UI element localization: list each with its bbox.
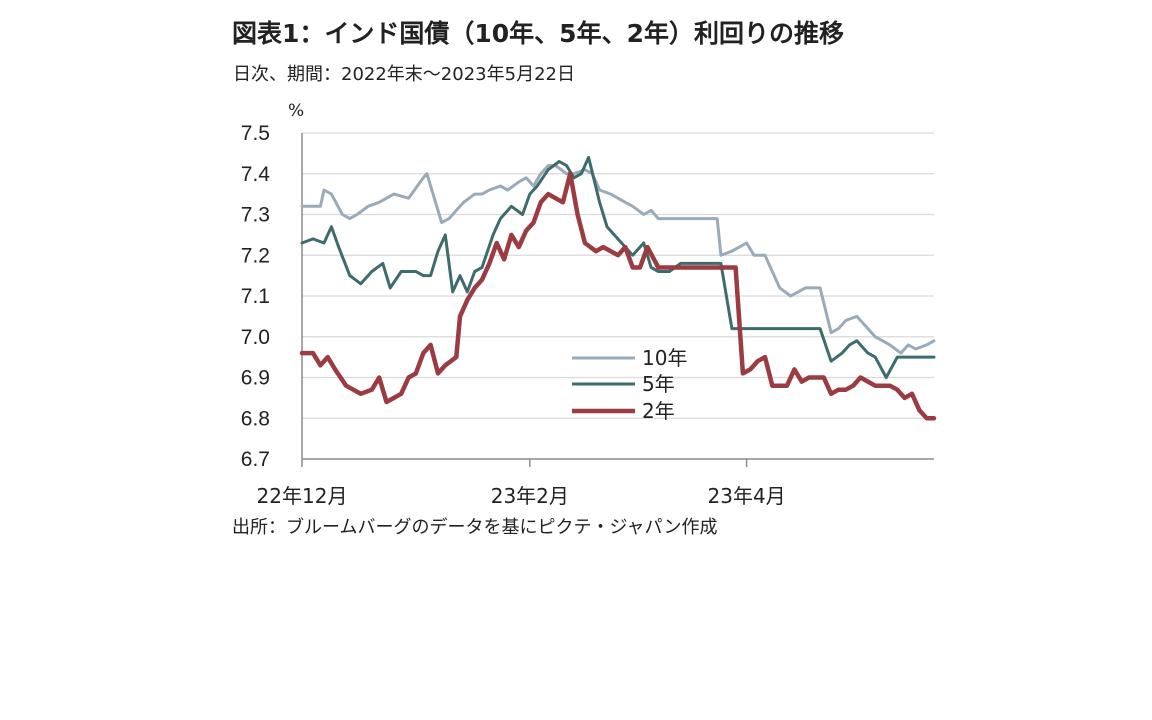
- y-tick-label: 7.0: [241, 326, 270, 349]
- y-tick-label: 6.8: [241, 407, 270, 430]
- y-tick-label: 7.5: [241, 122, 270, 145]
- x-tick-label: 23年2月: [491, 484, 569, 508]
- y-tick-label: 6.7: [241, 448, 270, 471]
- source-note: 出所：ブルームバーグのデータを基にピクテ・ジャパン作成: [232, 517, 718, 538]
- gridlines: [302, 132, 934, 419]
- y-tick-label: 7.2: [241, 244, 270, 267]
- series-line-2: [300, 155, 936, 379]
- y-tick-label: 7.1: [241, 285, 270, 308]
- series-line-1: [300, 164, 936, 355]
- chart-title: 図表1：インド国債（10年、5年、2年）利回りの推移: [232, 19, 844, 48]
- y-axis-unit-label: %: [288, 101, 304, 121]
- axes: 7.5 7.4 7.3 7.2 7.1 7.0 6.9 6.8 6.7% 22年12月 23年2月 2…: [241, 101, 934, 508]
- series-line-3: [299, 171, 937, 421]
- legend-label: 2年: [642, 399, 675, 423]
- y-tick-label: 7.3: [241, 204, 270, 227]
- series-lines: [299, 155, 937, 421]
- x-tick-label: 22年12月: [257, 484, 348, 508]
- y-tick-label: 7.4: [241, 163, 271, 186]
- legend-label: 10年: [642, 346, 687, 370]
- legend-label: 5年: [642, 372, 675, 396]
- chart-subtitle: 日次、期間：2022年末～2023年5月22日: [233, 64, 575, 85]
- x-tick-label: 23年4月: [708, 484, 786, 508]
- y-tick-label: 6.9: [241, 367, 270, 390]
